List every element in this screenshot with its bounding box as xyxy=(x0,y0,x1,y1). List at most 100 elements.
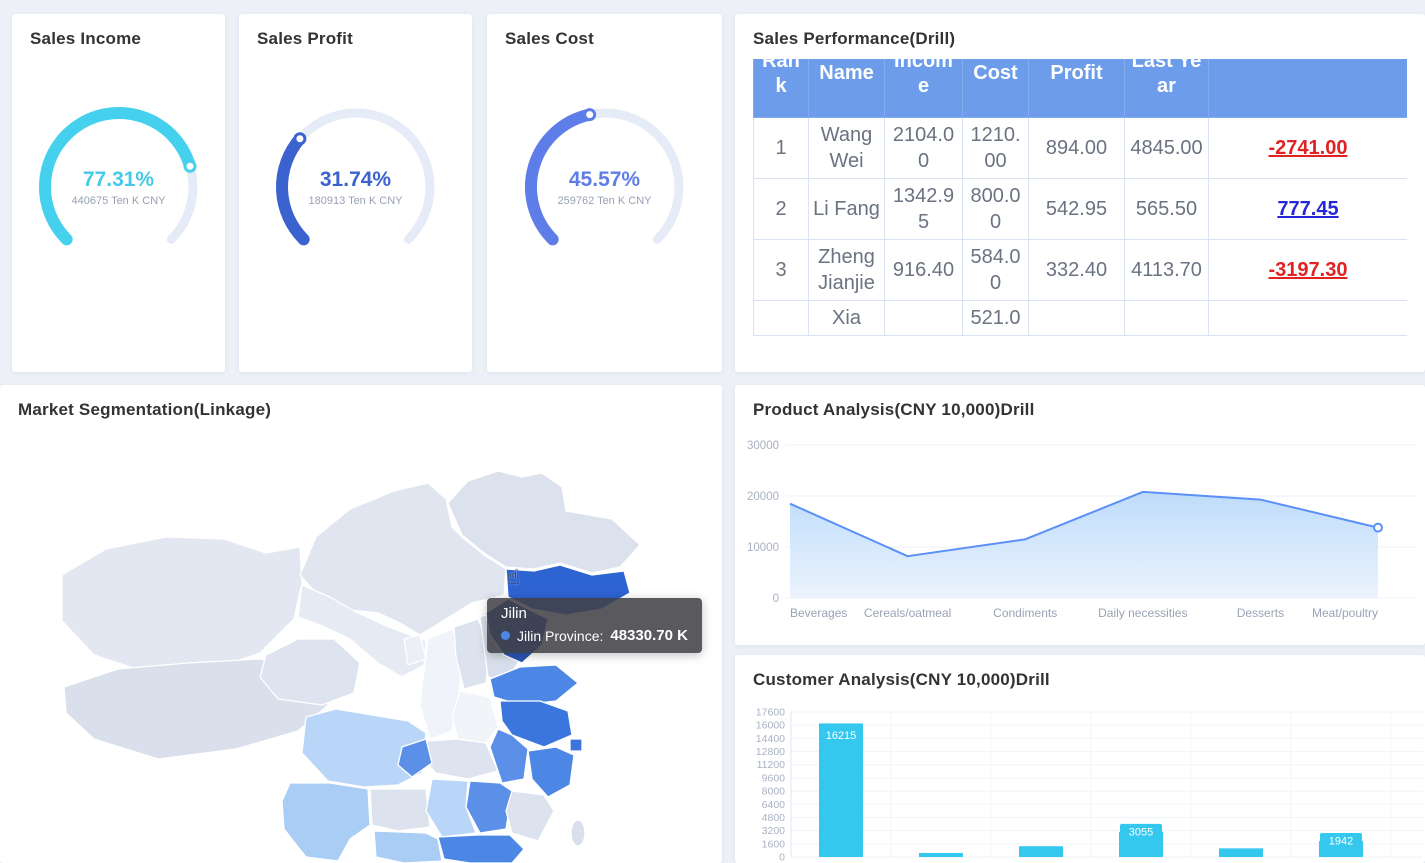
region-jiangxi[interactable] xyxy=(465,780,513,834)
region-yunnan[interactable] xyxy=(281,782,371,862)
svg-text:17600: 17600 xyxy=(756,707,785,719)
cell-name: Wang Wei xyxy=(808,117,885,179)
cell-income xyxy=(884,300,963,336)
card-title-customer-analysis: Customer Analysis(CNY 10,000)Drill xyxy=(753,670,1050,689)
svg-text:16000: 16000 xyxy=(756,720,785,732)
svg-text:1942: 1942 xyxy=(1329,836,1353,848)
col-header-name: Name xyxy=(808,59,885,118)
hand-cursor-icon: ☝ xyxy=(507,566,520,589)
region-jiangsu[interactable] xyxy=(499,700,573,748)
customer-analysis-bar-chart[interactable]: 1760016000144001280011200960080006400480… xyxy=(735,655,1425,863)
region-taiwan[interactable] xyxy=(570,819,586,847)
region-guangxi[interactable] xyxy=(373,830,443,863)
product-analysis-card: Product Analysis(CNY 10,000)Drill 0 10000… xyxy=(735,385,1425,645)
col-header-increase-decrement: Increase/decrement xyxy=(1208,59,1407,118)
cell-rank: 2 xyxy=(753,178,809,240)
cell-name: Zheng Jianjie xyxy=(808,239,885,301)
table-header-row: Rank Name Income Cost Profit Last Year I… xyxy=(753,59,1407,118)
region-anhui[interactable] xyxy=(489,728,529,784)
region-shandong[interactable] xyxy=(489,664,579,706)
card-title-sales-income: Sales Income xyxy=(30,29,142,48)
col-header-rank: Rank xyxy=(753,59,809,118)
gauge-arc-icon xyxy=(524,108,683,246)
gauge-percent: 45.57% xyxy=(568,167,641,191)
card-title-sales-profit: Sales Profit xyxy=(257,29,353,48)
gauge-subtitle: 440675 Ten K CNY xyxy=(71,194,166,207)
region-hubei[interactable] xyxy=(419,738,499,780)
region-shanxi[interactable] xyxy=(453,618,491,690)
sales-performance-table-viewport[interactable]: Rank Name Income Cost Profit Last Year I… xyxy=(753,59,1407,354)
sales-cost-gauge[interactable]: 45.57% 259762 Ten K CNY xyxy=(517,99,693,275)
sales-profit-card: Sales Profit 31.74% 180913 Ten K CNY xyxy=(239,14,472,372)
gauge-subtitle: 259762 Ten K CNY xyxy=(557,194,652,207)
col-header-income: Income xyxy=(884,59,963,118)
region-henan[interactable] xyxy=(451,690,499,744)
svg-text:16215: 16215 xyxy=(826,730,857,742)
region-fujian[interactable] xyxy=(505,790,555,842)
cell-income: 1342.95 xyxy=(884,178,963,240)
gauge-percent: 31.74% xyxy=(319,167,392,191)
cell-name: Xia xyxy=(808,300,885,336)
cell-profit: 542.95 xyxy=(1028,178,1125,240)
gauge-arc-icon xyxy=(38,107,197,246)
svg-text:30000: 30000 xyxy=(747,440,779,452)
svg-text:4800: 4800 xyxy=(762,812,786,824)
svg-text:8000: 8000 xyxy=(762,786,786,798)
svg-text:Daily necessities: Daily necessities xyxy=(1098,606,1187,620)
sales-cost-card: Sales Cost 45.57% 259762 Ten K CNY xyxy=(487,14,722,372)
sales-profit-gauge[interactable]: 31.74% 180913 Ten K CNY xyxy=(268,99,444,275)
product-analysis-area-chart[interactable]: 0 10000 20000 30000 Beverages Cereals/oatmeal… xyxy=(735,413,1425,645)
region-xinjiang[interactable] xyxy=(61,536,303,674)
svg-text:Condiments: Condiments xyxy=(993,606,1057,620)
svg-text:Cereals/oatmeal: Cereals/oatmeal xyxy=(864,606,951,620)
svg-text:3055: 3055 xyxy=(1129,826,1153,838)
col-header-cost: Cost xyxy=(962,59,1029,118)
region-sichuan[interactable] xyxy=(301,708,427,788)
cell-cost: 800.00 xyxy=(962,178,1029,240)
sales-performance-table: Rank Name Income Cost Profit Last Year I… xyxy=(753,59,1407,336)
svg-text:3200: 3200 xyxy=(762,825,786,837)
svg-text:Meat/poultry: Meat/poultry xyxy=(1312,606,1378,620)
region-qinghai[interactable] xyxy=(259,638,361,706)
svg-text:Beverages: Beverages xyxy=(790,606,847,620)
market-segmentation-card: Market Segmentation(Linkage) xyxy=(0,385,722,863)
card-title-market-segmentation: Market Segmentation(Linkage) xyxy=(18,400,272,419)
cell-rank: 3 xyxy=(753,239,809,301)
cell-change-drill-link[interactable]: -3197.30 xyxy=(1208,239,1407,301)
gauge-percent: 77.31% xyxy=(82,167,155,191)
tooltip-series-label: Jilin Province: xyxy=(517,627,604,644)
cell-change-drill-link[interactable] xyxy=(1208,300,1407,336)
customer-analysis-card: Customer Analysis(CNY 10,000)Drill 17600… xyxy=(735,655,1425,863)
table-row: 1 Wang Wei 2104.00 1210.00 894.00 4845.0… xyxy=(753,117,1407,179)
region-gansu[interactable] xyxy=(297,584,427,678)
table-row: 3 Zheng Jianjie 916.40 584.00 332.40 411… xyxy=(753,239,1407,301)
cell-cost: 1210.00 xyxy=(962,117,1029,179)
cell-income: 916.40 xyxy=(884,239,963,301)
svg-text:20000: 20000 xyxy=(747,491,779,503)
cell-profit xyxy=(1028,300,1125,336)
region-zhejiang[interactable] xyxy=(527,746,575,798)
region-shanghai[interactable] xyxy=(569,738,583,752)
svg-text:6400: 6400 xyxy=(762,799,786,811)
cell-rank: 1 xyxy=(753,117,809,179)
cell-income: 2104.00 xyxy=(884,117,963,179)
region-guangdong[interactable] xyxy=(437,834,525,863)
cell-name: Li Fang xyxy=(808,178,885,240)
region-heilongjiang[interactable] xyxy=(447,470,641,574)
cell-profit: 894.00 xyxy=(1028,117,1125,179)
svg-text:1600: 1600 xyxy=(762,838,786,850)
tooltip-value: 48330.70 K xyxy=(610,627,688,644)
region-hunan[interactable] xyxy=(425,778,477,838)
sales-income-gauge[interactable]: 77.31% 440675 Ten K CNY xyxy=(31,99,207,275)
region-chongqing[interactable] xyxy=(397,738,433,778)
gauge-arc-icon xyxy=(275,108,434,246)
cell-change-drill-link[interactable]: 777.45 xyxy=(1208,178,1407,240)
svg-text:11200: 11200 xyxy=(757,759,786,771)
svg-text:0: 0 xyxy=(779,852,785,863)
cell-last-year: 4113.70 xyxy=(1124,239,1209,301)
region-guizhou[interactable] xyxy=(369,788,431,832)
cell-cost: 584.00 xyxy=(962,239,1029,301)
cell-change-drill-link[interactable]: -2741.00 xyxy=(1208,117,1407,179)
svg-text:9600: 9600 xyxy=(762,772,786,784)
col-header-profit: Profit xyxy=(1028,59,1125,118)
